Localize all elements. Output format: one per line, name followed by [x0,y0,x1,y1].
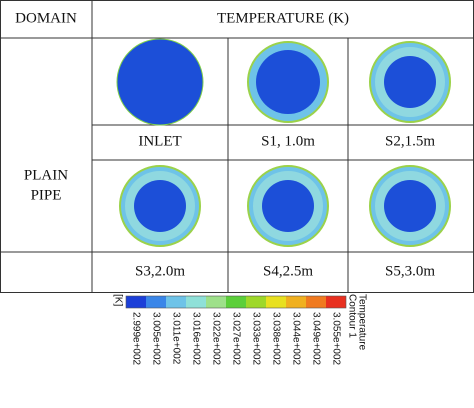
section-label: S1, 1.0m [261,133,315,149]
section-label: S4,2.5m [263,263,313,279]
legend-label: 3.033e+002 [250,312,261,366]
legend-title: Contour 1 [346,294,357,338]
legend-label: 3.005e+002 [150,312,161,366]
legend-label: 3.044e+002 [290,312,301,366]
contours [116,38,451,247]
legend-label: 3.011e+002 [170,312,181,365]
section-label: S5,3.0m [385,263,435,279]
section-label: S3,2.0m [135,263,185,279]
header-domain: DOMAIN [15,10,77,26]
legend-unit: [K] [112,294,123,306]
section-label: INLET [138,133,181,149]
domain-label: PLAIN [24,167,68,183]
legend-label: 3.055e+002 [330,312,341,366]
legend-label: 2.999e+002 [130,312,141,366]
legend-title: Temperature [356,294,367,351]
legend-label: 3.049e+002 [310,312,321,366]
section-label: S2,1.5m [385,133,435,149]
legend-label: 3.027e+002 [230,312,241,366]
domain-label: PIPE [31,187,62,203]
header-temperature: TEMPERATURE (K) [217,10,349,26]
legend-label: 3.022e+002 [210,312,221,366]
legend-label: 3.038e+002 [270,312,281,366]
legend-label: 3.016e+002 [190,312,201,366]
legend: [K] Temperature Contour 1 2.999e+002 3.00… [112,294,367,366]
